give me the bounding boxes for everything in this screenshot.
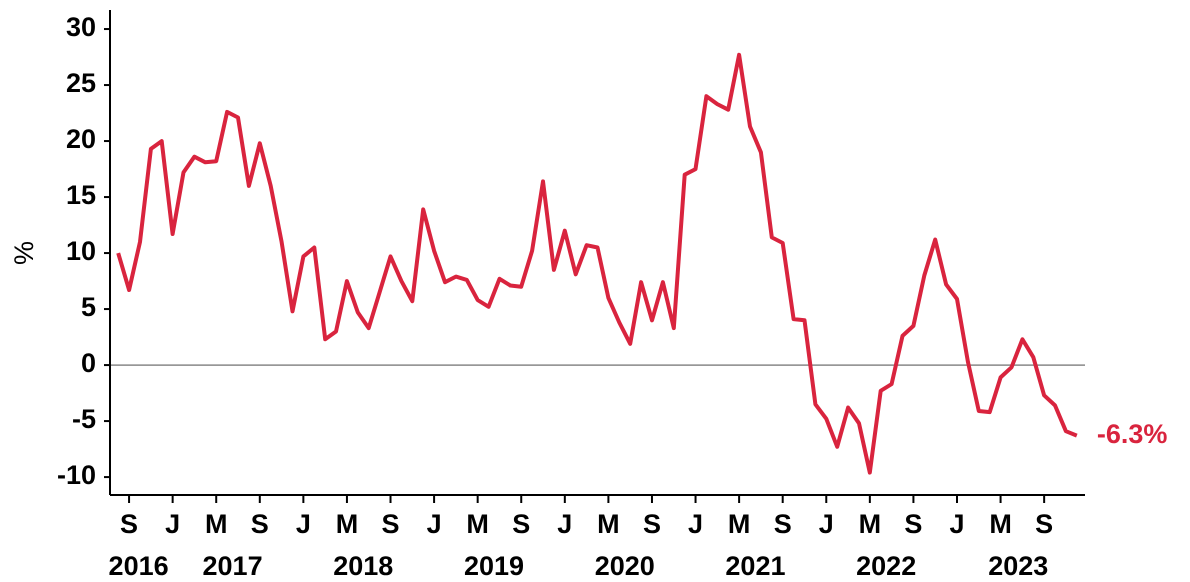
x-group-label: 2019 [464,551,524,581]
y-tick-label: -5 [72,404,96,434]
y-tick-label: 0 [81,348,96,378]
x-tick-label: M [728,509,751,539]
y-tick-label: -10 [57,460,96,490]
x-tick-label: S [251,509,269,539]
x-tick-label: S [120,509,138,539]
y-tick-label: 30 [66,12,96,42]
x-tick-label: M [859,509,882,539]
x-tick-label: J [427,509,442,539]
x-group-label: 2016 [109,551,169,581]
x-group-label: 2023 [988,551,1048,581]
x-tick-label: S [512,509,530,539]
x-tick-label: M [989,509,1012,539]
x-group-label: 2020 [595,551,655,581]
x-group-label: 2017 [203,551,263,581]
x-tick-label: M [205,509,228,539]
x-tick-label: M [336,509,359,539]
x-tick-label: J [296,509,311,539]
y-tick-label: 10 [66,236,96,266]
x-tick-label: M [466,509,489,539]
x-group-label: 2018 [333,551,393,581]
x-tick-label: S [382,509,400,539]
x-group-label: 2022 [856,551,916,581]
y-tick-label: 5 [81,292,96,322]
y-axis-label: % [9,241,39,265]
x-tick-label: J [688,509,703,539]
x-tick-label: J [165,509,180,539]
x-tick-label: J [819,509,834,539]
y-tick-label: 20 [66,124,96,154]
x-tick-label: J [949,509,964,539]
x-tick-label: S [774,509,792,539]
x-tick-label: S [904,509,922,539]
y-tick-label: 15 [66,180,96,210]
x-group-label: 2021 [725,551,785,581]
data-line [116,52,1078,475]
value-label: -6.3% [1097,419,1168,449]
x-tick-label: J [557,509,572,539]
x-tick-label: S [643,509,661,539]
x-tick-label: M [597,509,620,539]
x-tick-label: S [1035,509,1053,539]
y-tick-label: 25 [66,68,96,98]
